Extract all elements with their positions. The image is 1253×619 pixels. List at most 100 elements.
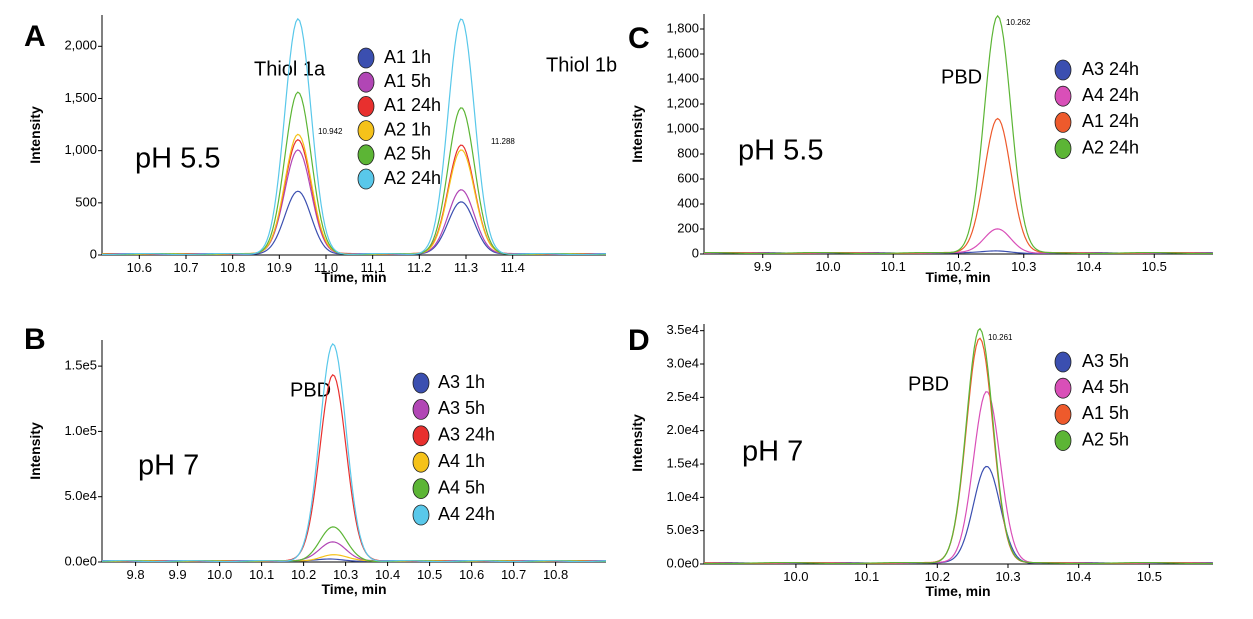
x-tick-label: 10.1 xyxy=(249,567,274,582)
legend-label-a1-5h: A1 5h xyxy=(1082,403,1129,423)
legend-marker-a2-24h xyxy=(357,168,375,190)
x-tick-label: 11.4 xyxy=(500,260,524,275)
x-axis-title: Time, min xyxy=(321,581,386,597)
series-line-a4-5h xyxy=(704,391,1213,564)
panel-b: B 0.0e0 5.0e4 1.0e5 1.5e5 9.8 9.9 10.0 10.1 10.2 1… xyxy=(24,323,606,597)
legend-label-a3-1h: A3 1h xyxy=(438,372,485,392)
legend-label-a2-24h: A2 24h xyxy=(1082,137,1139,157)
x-tick-label: 9.8 xyxy=(127,567,145,582)
legend-marker-a2-5h xyxy=(1054,430,1072,452)
x-tick-label: 10.4 xyxy=(1076,259,1101,274)
legend-label-a1-24h: A1 24h xyxy=(384,95,441,115)
y-tick-label: 5.0e3 xyxy=(666,522,699,537)
y-tick-label: 1.5e4 xyxy=(666,455,699,470)
x-tick-label: 9.9 xyxy=(169,567,187,582)
legend-label-a3-5h: A3 5h xyxy=(1082,351,1129,371)
peak-time-label: 10.942 xyxy=(318,127,343,136)
x-tick-label: 10.0 xyxy=(815,259,840,274)
x-tick-label: 10.4 xyxy=(375,567,400,582)
x-tick-label: 10.2 xyxy=(925,569,950,584)
legend-label-a2-1h: A2 1h xyxy=(384,119,431,139)
x-tick-label: 10.3 xyxy=(1011,259,1036,274)
y-tick-label: 0.0e0 xyxy=(64,553,97,568)
x-tick-label: 10.6 xyxy=(127,260,152,275)
series-line-a2-24h xyxy=(102,17,606,255)
legend-marker-a2-5h xyxy=(357,144,375,166)
x-tick-label: 10.7 xyxy=(501,567,526,582)
x-tick-label: 10.6 xyxy=(459,567,484,582)
x-tick-label: 11.0 xyxy=(314,260,338,275)
panel-c: C 0 200 400 600 800 1,000 1,200 1,400 1,600 1,800 9… xyxy=(628,14,1213,285)
y-tick-label: 0.0e0 xyxy=(666,555,699,570)
series-line-a1-1h xyxy=(102,190,606,255)
legend-marker-a3-5h xyxy=(412,398,430,420)
y-tick-label: 3.5e4 xyxy=(666,322,699,337)
series-line-a2-5h xyxy=(704,327,1213,564)
y-tick-label: 0 xyxy=(90,246,97,261)
panel-letter: C xyxy=(628,22,650,55)
x-tick-label: 10.5 xyxy=(1137,569,1162,584)
x-axis-title: Time, min xyxy=(925,269,990,285)
x-tick-label: 10.5 xyxy=(1142,259,1167,274)
y-tick-label: 2.5e4 xyxy=(666,389,699,404)
x-tick-label: 10.3 xyxy=(333,567,358,582)
y-axis-title: Intensity xyxy=(629,414,645,472)
legend-label-a4-5h: A4 5h xyxy=(438,477,485,497)
legend-label-a4-24h: A4 24h xyxy=(1082,85,1139,105)
y-tick-label: 3.0e4 xyxy=(666,355,699,370)
peak-annotation-pbd: PBD xyxy=(941,66,982,88)
peak-time-label: 10.261 xyxy=(988,333,1013,342)
legend-label-a4-1h: A4 1h xyxy=(438,451,485,471)
x-tick-label: 10.9 xyxy=(267,260,292,275)
x-tick-label: 10.5 xyxy=(417,567,442,582)
x-tick-label: 10.8 xyxy=(220,260,245,275)
peak-time-label: 11.288 xyxy=(491,137,515,146)
series-line-a3-5h xyxy=(704,465,1213,564)
x-tick-label: 11.2 xyxy=(407,260,431,275)
legend-label-a1-1h: A1 1h xyxy=(384,47,431,67)
peak-time-label: 10.262 xyxy=(1006,18,1031,27)
x-tick-label: 10.8 xyxy=(543,567,568,582)
y-tick-label: 400 xyxy=(677,195,699,210)
legend-marker-a3-5h xyxy=(1054,351,1072,373)
x-tick-label: 10.2 xyxy=(291,567,316,582)
legend-marker-a1-24h xyxy=(1054,112,1072,133)
series-line-a2-24h xyxy=(704,14,1213,254)
legend-label-a1-5h: A1 5h xyxy=(384,71,431,91)
legend-marker-a1-1h xyxy=(357,47,375,69)
ph-condition-label: pH 5.5 xyxy=(135,143,220,175)
y-tick-label: 1,000 xyxy=(666,120,699,135)
legend-marker-a4-5h xyxy=(1054,377,1072,399)
x-tick-label: 10.4 xyxy=(1066,569,1091,584)
x-tick-label: 10.1 xyxy=(881,259,906,274)
x-tick-label: 10.1 xyxy=(854,569,879,584)
legend-marker-a1-5h xyxy=(1054,403,1072,425)
x-tick-label: 9.9 xyxy=(754,259,772,274)
ph-condition-label: pH 7 xyxy=(742,436,803,468)
legend-marker-a4-1h xyxy=(412,451,430,473)
y-tick-label: 1,800 xyxy=(666,20,699,35)
peak-annotation-pbd: PBD xyxy=(290,379,331,401)
x-axis-title: Time, min xyxy=(925,583,990,599)
legend-marker-a3-1h xyxy=(412,372,430,394)
x-axis-title: Time, min xyxy=(321,269,386,285)
panel-letter: B xyxy=(24,323,46,356)
x-tick-label: 11.1 xyxy=(360,260,384,275)
ph-condition-label: pH 7 xyxy=(138,450,199,482)
x-tick-label: 10.0 xyxy=(783,569,808,584)
legend-label-a3-5h: A3 5h xyxy=(438,398,485,418)
legend-marker-a4-24h xyxy=(1054,85,1072,107)
legend-marker-a2-1h xyxy=(357,120,375,142)
y-tick-label: 1,400 xyxy=(666,70,699,85)
legend-label-a2-5h: A2 5h xyxy=(1082,429,1129,449)
legend-label-a2-5h: A2 5h xyxy=(384,144,431,164)
y-tick-label: 800 xyxy=(677,145,699,160)
legend-label-a3-24h: A3 24h xyxy=(1082,59,1139,79)
legend-label-a2-24h: A2 24h xyxy=(384,168,441,188)
x-tick-label: 10.0 xyxy=(207,567,232,582)
peak-annotation-pbd: PBD xyxy=(908,373,949,395)
y-tick-label: 1,000 xyxy=(64,142,97,157)
y-axis-title: Intensity xyxy=(629,105,645,163)
y-tick-label: 1,200 xyxy=(666,95,699,110)
y-tick-label: 1.0e5 xyxy=(64,423,97,438)
